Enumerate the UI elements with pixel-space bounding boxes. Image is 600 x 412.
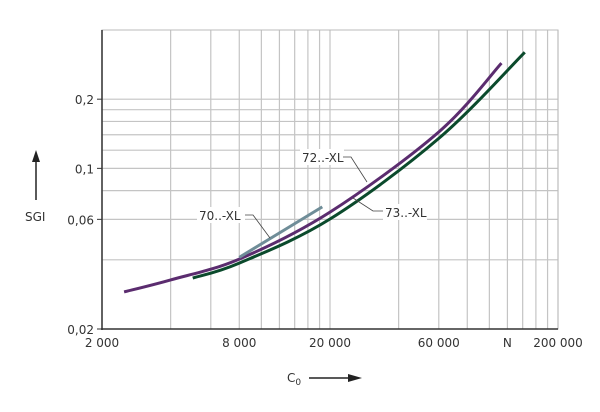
y-axis-arrowhead-icon: [32, 150, 40, 162]
x-axis-label: C0: [287, 371, 301, 388]
y-tick-label: 0,2: [75, 93, 94, 107]
x-tick-label: N: [503, 336, 512, 350]
y-axis-label: SGI: [25, 210, 45, 224]
series-line-73: [192, 51, 526, 280]
leader-line-72: [343, 156, 368, 183]
x-tick-label: 20 000: [309, 336, 351, 350]
x-tick-label: 60 000: [418, 336, 460, 350]
y-tick-label: 0,02: [67, 323, 94, 337]
x-axis-arrowhead-icon: [348, 374, 362, 382]
series-line-70: [238, 205, 324, 259]
leader-line-73: [352, 197, 383, 212]
series-label-73: 73..-XL: [385, 206, 427, 220]
grid: [101, 30, 559, 329]
x-tick-label: 2 000: [85, 336, 119, 350]
series-label-72: 72..-XL: [302, 151, 344, 165]
y-tick-label: 0,06: [67, 213, 94, 227]
x-tick-label: 200 000: [533, 336, 583, 350]
series-label-70: 70..-XL: [199, 209, 241, 223]
x-tick-label: 8 000: [222, 336, 256, 350]
y-tick-label: 0,1: [75, 162, 94, 176]
leader-line-70: [245, 214, 271, 239]
series-line-72: [123, 62, 503, 294]
series-group: [123, 51, 526, 294]
tick-labels: 2 000 8 000 20 000 60 000 N 200 000 0,02 0,06 0,…: [67, 93, 583, 350]
